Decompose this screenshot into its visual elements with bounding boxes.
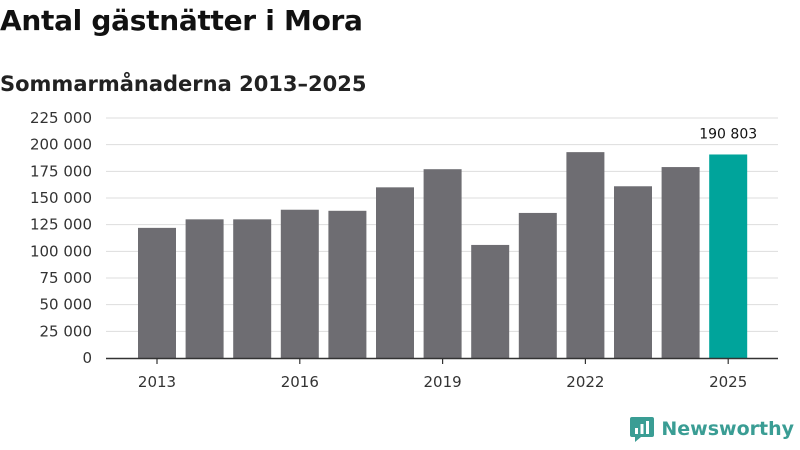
bar-2024 [661,167,700,358]
x-tick-label: 2016 [281,373,319,391]
chart-subtitle: Sommarmånaderna 2013–2025 [0,72,367,96]
bar-2020 [471,244,510,358]
bar-2021 [518,212,557,358]
y-tick-label: 50 000 [40,296,93,314]
y-tick-label: 25 000 [40,322,93,340]
bar-2017 [328,210,367,358]
x-tick-label: 2013 [138,373,176,391]
chart-title: Antal gästnätter i Mora [0,4,363,37]
bar-2013 [138,227,176,358]
bar-2025 [709,154,748,358]
y-tick-label: 200 000 [30,136,92,154]
x-tick-label: 2019 [424,373,462,391]
data-label: 190 803 [699,126,757,142]
bar-2019 [423,169,462,358]
newsworthy-logo-icon [630,417,655,442]
x-tick-label: 2022 [566,373,604,391]
y-tick-label: 175 000 [30,162,92,180]
brand-name: Newsworthy [661,418,794,440]
bar-2022 [566,152,605,358]
bar-2016 [280,209,319,358]
x-tick-label: 2025 [709,373,747,391]
y-tick-label: 0 [82,349,92,367]
y-tick-label: 225 000 [30,109,92,127]
y-tick-label: 150 000 [30,189,92,207]
y-tick-label: 75 000 [40,269,93,287]
newsworthy-brand: Newsworthy [629,414,794,444]
y-tick-label: 100 000 [30,242,92,260]
bar-2015 [233,219,272,358]
bar-2014 [185,219,224,358]
y-tick-label: 125 000 [30,216,92,234]
bar-2023 [614,186,652,358]
bar-2018 [376,187,414,358]
